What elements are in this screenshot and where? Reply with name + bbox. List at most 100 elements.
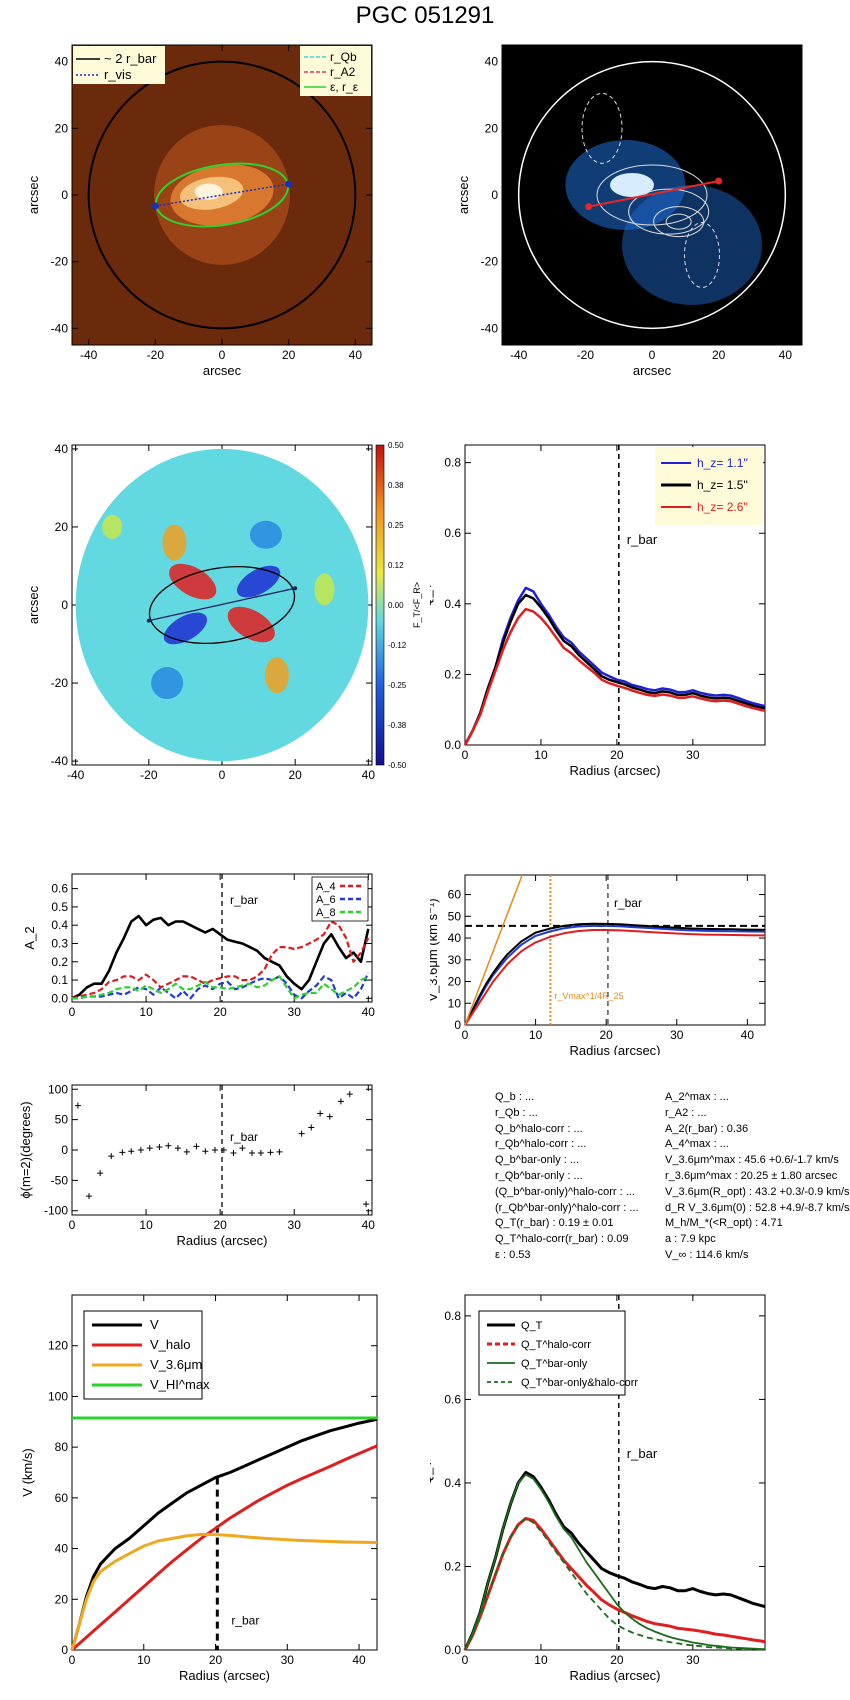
map-feature <box>264 657 289 694</box>
rbar-label: r_bar <box>230 1130 258 1144</box>
contour-line <box>628 188 710 235</box>
bar-line <box>155 183 289 207</box>
param-rqb-bar-halo: (r_Qb^bar-only)^halo-corr : ... <box>495 1201 639 1214</box>
phase-point <box>193 1143 200 1150</box>
x-tick-label: 30 <box>288 1005 302 1019</box>
x-tick-label: 20 <box>213 1218 227 1232</box>
y-tick-label: 40 <box>55 1542 69 1556</box>
ratio-map-panel: -40 -20 0 20 40 -40 -20 0 20 40 arcsec arcsec 0.50 0.… <box>26 441 422 785</box>
y-tick-label: 20 <box>448 975 462 989</box>
y-tick-label: -40 <box>51 754 69 768</box>
series-line <box>463 607 766 746</box>
y-tick-label: 20 <box>55 520 69 534</box>
map-feature <box>151 667 184 700</box>
param-qb: Q_b : ... <box>495 1091 535 1103</box>
y-tick-label: 0.2 <box>444 1559 461 1573</box>
x-tick-label: 0 <box>462 1653 469 1667</box>
map-feature <box>227 606 275 643</box>
colorbar-tick-label: 0.25 <box>388 521 404 530</box>
bar-end-marker <box>293 586 298 591</box>
y-tick-label: 40 <box>55 442 69 456</box>
y-tick-label: 40 <box>485 55 499 69</box>
x-tick-label: -20 <box>140 768 158 782</box>
x-tick-label: 20 <box>599 1028 613 1042</box>
colorbar-tick-label: -0.50 <box>388 761 407 770</box>
param-rqb-bar: r_Qb^bar-only : ... <box>495 1169 583 1182</box>
bar-end-marker <box>146 618 151 623</box>
param-a4max: A_4^max : ... <box>665 1138 729 1151</box>
x-axis-label: Radius (arcsec) <box>569 763 660 778</box>
y-tick-label: 40 <box>55 55 69 69</box>
map-feature <box>169 563 217 600</box>
legend-label: Q_T^halo-corr <box>521 1339 591 1351</box>
phase-point <box>326 1113 333 1120</box>
contour-line <box>653 206 705 238</box>
y-tick-label: 0.4 <box>444 1476 461 1490</box>
y-axis-label: A_2 <box>22 926 37 949</box>
phase-point <box>230 1150 237 1157</box>
y-tick-label: 20 <box>55 121 69 135</box>
y-tick-label: -50 <box>51 1173 69 1187</box>
x-tick-label: 30 <box>686 1653 700 1667</box>
x-tick-label: 20 <box>209 1653 223 1667</box>
legend-label: ~ 2 r_bar <box>104 51 157 66</box>
param-rqb-halo: r_Qb^halo-corr : ... <box>495 1138 587 1151</box>
legend-label: h_z= 1.1'' <box>697 456 748 470</box>
x-tick-label: -40 <box>510 348 528 362</box>
x-tick-label: 0 <box>69 1005 76 1019</box>
x-tick-label: 30 <box>670 1028 684 1042</box>
y-tick-label: -40 <box>51 321 69 335</box>
map-feature <box>162 524 187 561</box>
rbar-label: r_bar <box>230 893 258 907</box>
phase-point <box>337 1098 344 1105</box>
rbar-label: r_bar <box>627 1446 658 1461</box>
phase-point <box>183 1148 190 1155</box>
x-tick-label: 40 <box>362 1005 376 1019</box>
y-tick-label: 0.6 <box>444 526 461 540</box>
x-tick-label: 20 <box>288 768 302 782</box>
x-tick-label: 20 <box>610 748 624 762</box>
phase-point <box>249 1150 255 1157</box>
outer-circle <box>87 60 357 330</box>
x-axis-label: Radius (arcsec) <box>569 1668 660 1683</box>
series-line <box>71 1444 378 1652</box>
legend: Q_T Q_T^halo-corr Q_T^bar-only Q_T^bar-only… <box>478 1310 638 1396</box>
legend-label: V_HI^max <box>150 1377 210 1392</box>
phase-point <box>119 1149 126 1156</box>
colorbar-tick-label: 0.00 <box>388 601 404 610</box>
legend-right: r_Qbr_A2ε, r_ε <box>300 46 371 96</box>
y-tick-label: -20 <box>481 255 499 269</box>
series-line <box>71 914 370 1000</box>
param-eps: ε : 0.53 <box>495 1248 531 1261</box>
x-axis-label: Radius (arcsec) <box>176 1233 267 1248</box>
y-axis-label: V (km/s) <box>20 1448 35 1496</box>
x-tick-label: 0 <box>462 1028 469 1042</box>
a2-panel: 0 10 20 30 40 0.0 0.1 0.2 0.3 0.4 0.5 0.6 A_2 r_bar A_… <box>22 873 376 1019</box>
param-qt-rbar: Q_T(r_bar) : 0.19 ± 0.01 <box>495 1217 614 1230</box>
y-axis-label: arcsec <box>26 585 41 624</box>
phase-point <box>128 1148 135 1155</box>
x-tick-label: -40 <box>80 348 98 362</box>
y-tick-label: 0 <box>454 1018 461 1032</box>
map-feature <box>314 573 335 606</box>
y-tick-label: 0.8 <box>444 1309 461 1323</box>
x-tick-label: -20 <box>577 348 595 362</box>
legend-label: h_z= 1.5'' <box>697 478 748 492</box>
bar-end-marker <box>585 203 593 211</box>
x-axis-label: Radius (arcsec) <box>569 1043 660 1055</box>
param-a2max: A_2^max : ... <box>665 1091 729 1103</box>
y-tick-label: 120 <box>48 1339 68 1353</box>
blue-map <box>565 140 762 305</box>
y-tick-label: 0.8 <box>444 456 461 470</box>
x-tick-label: 10 <box>529 1028 543 1042</box>
y-tick-label: 0.6 <box>51 882 68 896</box>
colorbar-label: F_T/<F_R> <box>412 582 422 628</box>
y-tick-label: 30 <box>448 953 462 967</box>
legend: V V_halo V_3.6μm V_HI^max <box>83 1310 210 1400</box>
plot-frame <box>464 874 766 1026</box>
bar-line <box>148 587 296 622</box>
y-axis-label: arcsec <box>26 175 41 214</box>
y-tick-label: 0.1 <box>51 973 68 987</box>
x-tick-label: 20 <box>213 1005 227 1019</box>
y-tick-label: 0 <box>61 1643 68 1657</box>
